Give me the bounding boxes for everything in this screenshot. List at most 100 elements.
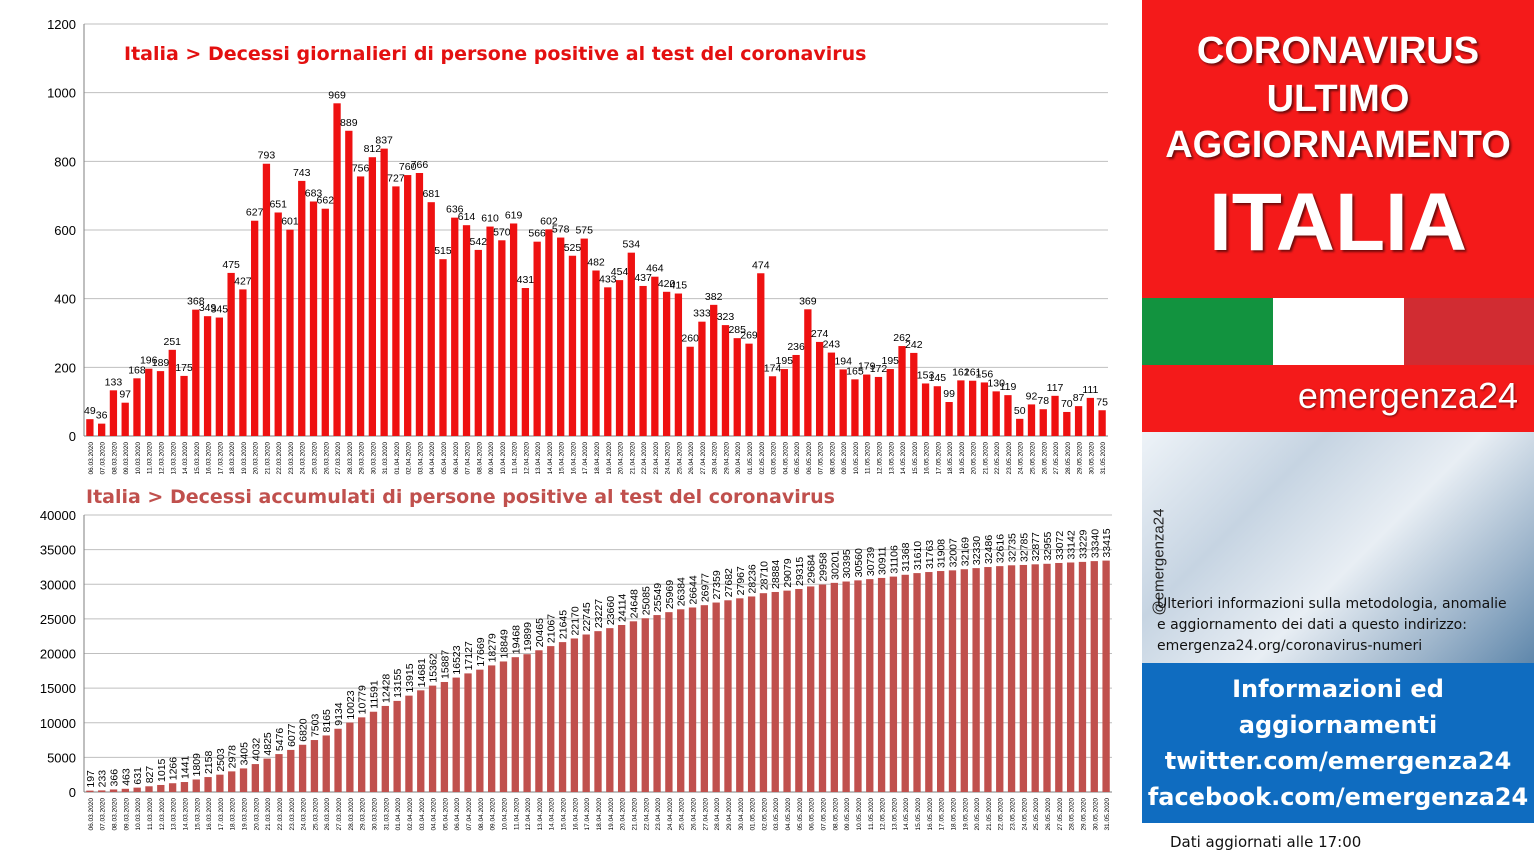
data-label: 179: [858, 361, 876, 373]
data-label: 969: [328, 89, 346, 101]
x-tick-label: 17.03.2020: [218, 798, 225, 831]
data-label: 92: [1026, 390, 1038, 402]
x-tick-label: 09.03.2020: [123, 442, 130, 475]
bar: [204, 777, 212, 792]
bar: [996, 566, 1004, 792]
headline-line-3: AGGIORNAMENTO: [1165, 124, 1511, 166]
data-label: 274: [811, 328, 829, 340]
x-tick-label: 30.03.2020: [370, 442, 377, 475]
bar: [1016, 418, 1024, 436]
bar: [499, 661, 508, 792]
bar: [972, 568, 980, 792]
x-tick-label: 23.05.2020: [1006, 442, 1013, 475]
data-label: 174: [764, 362, 782, 374]
bar: [380, 148, 388, 436]
data-label: 25549: [652, 583, 664, 612]
bar: [486, 226, 494, 436]
bar: [298, 180, 306, 436]
x-tick-label: 20.04.2020: [618, 442, 625, 475]
x-tick-label: 13.03.2020: [170, 442, 177, 475]
x-tick-label: 10.05.2020: [853, 442, 860, 475]
data-label: 431: [517, 274, 535, 286]
data-label: 602: [540, 215, 558, 227]
data-label: 756: [352, 162, 370, 174]
x-tick-label: 17.04.2020: [582, 442, 589, 475]
data-label: 30201: [829, 550, 841, 579]
bar: [558, 642, 567, 792]
x-tick-label: 06.03.2020: [88, 442, 95, 475]
x-tick-label: 10.04.2020: [501, 798, 508, 831]
bar: [1051, 395, 1059, 436]
bar: [523, 654, 531, 792]
data-label: 32735: [1007, 533, 1019, 562]
facebook-link[interactable]: facebook.com/emergenza24: [1147, 783, 1529, 811]
info-panel: CORONAVIRUS ULTIMO AGGIORNAMENTO ITALIA …: [1142, 0, 1534, 864]
bar: [393, 700, 401, 792]
bar: [662, 291, 671, 436]
bar: [925, 572, 933, 792]
x-tick-label: 27.04.2020: [700, 442, 707, 475]
x-tick-label: 18.04.2020: [596, 798, 603, 831]
bar: [1027, 404, 1036, 436]
bar: [321, 208, 329, 436]
data-label: 75: [1096, 396, 1108, 408]
bar: [239, 768, 248, 792]
bar: [733, 338, 741, 436]
data-label: 28236: [747, 564, 759, 593]
data-label: 30395: [841, 549, 853, 578]
twitter-link[interactable]: twitter.com/emergenza24: [1164, 747, 1512, 775]
x-tick-label: 09.04.2020: [490, 798, 497, 831]
bar: [948, 570, 957, 792]
x-tick-label: 05.05.2020: [797, 798, 804, 831]
data-label: 189: [152, 357, 170, 369]
flag-green: [1142, 298, 1273, 365]
data-label: 627: [246, 207, 264, 219]
x-tick-label: 13.05.2020: [888, 442, 895, 475]
x-tick-label: 19.03.2020: [242, 798, 249, 831]
x-tick-label: 12.05.2020: [880, 798, 887, 831]
data-label: 3405: [239, 742, 251, 766]
data-label: 18849: [498, 629, 510, 658]
x-tick-label: 28.03.2020: [348, 798, 355, 831]
data-label: 32007: [947, 538, 959, 567]
data-label: 195: [776, 355, 794, 367]
x-tick-label: 24.05.2020: [1021, 798, 1028, 831]
y-tick-label: 600: [54, 223, 76, 238]
bar: [937, 571, 945, 792]
data-label: 260: [681, 333, 699, 345]
bar: [474, 249, 482, 436]
x-tick-label: 27.05.2020: [1053, 442, 1060, 475]
bar: [580, 238, 588, 436]
data-label: 32330: [971, 536, 983, 565]
data-label: 262: [893, 332, 911, 344]
x-tick-label: 08.03.2020: [111, 442, 118, 475]
bar: [274, 212, 282, 436]
bar: [757, 273, 765, 436]
data-label: 161: [964, 367, 982, 379]
x-tick-label: 01.04.2020: [395, 798, 402, 831]
x-tick-label: 24.04.2020: [667, 798, 674, 831]
x-tick-label: 26.04.2020: [691, 798, 698, 831]
x-tick-label: 17.05.2020: [939, 798, 946, 831]
bar: [759, 593, 768, 792]
data-label: 636: [446, 204, 464, 216]
x-tick-label: 20.04.2020: [620, 798, 627, 831]
data-label: 566: [528, 228, 546, 240]
bar: [298, 744, 307, 792]
bar: [568, 255, 577, 436]
bar: [428, 685, 437, 792]
x-tick-label: 13.05.2020: [891, 798, 898, 831]
methodology-link[interactable]: emergenza24.org/coronavirus-numeri: [1157, 638, 1423, 654]
data-label: 614: [458, 211, 476, 223]
bar: [851, 379, 859, 436]
bar: [736, 598, 744, 792]
data-label: 333: [693, 308, 711, 320]
data-label: 23227: [593, 599, 605, 628]
x-tick-label: 08.04.2020: [478, 798, 485, 831]
x-tick-label: 25.04.2020: [679, 798, 686, 831]
data-label: 269: [740, 330, 758, 342]
data-label: 17669: [475, 637, 487, 666]
x-tick-label: 01.04.2020: [394, 442, 401, 475]
bar: [533, 241, 541, 436]
x-tick-label: 07.05.2020: [818, 442, 825, 475]
